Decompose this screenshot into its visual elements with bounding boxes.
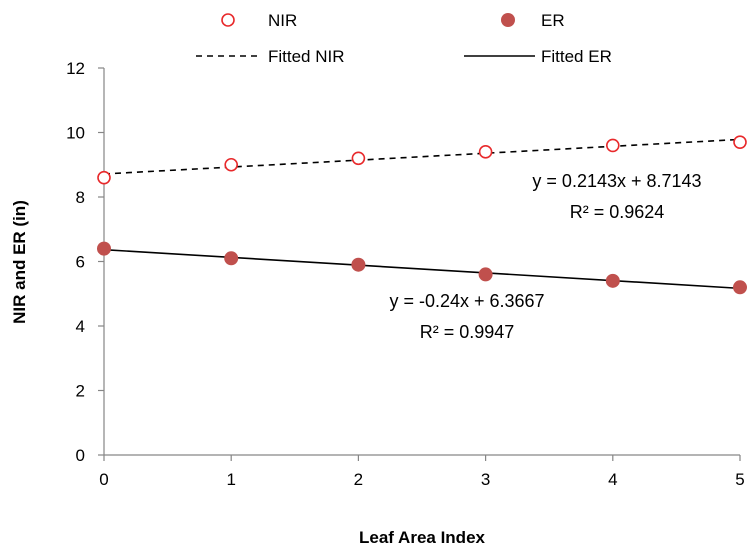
er-point bbox=[224, 251, 239, 266]
legend: NIR ER Fitted NIR Fitted ER bbox=[196, 11, 612, 66]
fit-lines bbox=[103, 138, 741, 290]
y-tick-label: 6 bbox=[76, 253, 85, 272]
x-tick-label: 3 bbox=[481, 470, 490, 489]
x-tick-label: 2 bbox=[354, 470, 363, 489]
y-tick-label: 2 bbox=[76, 382, 85, 401]
nir-point bbox=[351, 151, 366, 166]
nir-point bbox=[224, 157, 238, 172]
legend-er-marker bbox=[501, 13, 515, 27]
x-axis-title: Leaf Area Index bbox=[359, 528, 486, 547]
x-tick-label: 4 bbox=[608, 470, 617, 489]
er-point bbox=[478, 267, 493, 282]
nir-point bbox=[733, 135, 747, 149]
data-points bbox=[97, 135, 747, 295]
er-equation: y = -0.24x + 6.3667 bbox=[389, 291, 544, 311]
x-tick-label: 5 bbox=[735, 470, 744, 489]
y-tick-label: 10 bbox=[66, 124, 85, 143]
fitted-nir-line bbox=[103, 138, 741, 175]
legend-nir-marker bbox=[221, 13, 235, 27]
nir-point bbox=[97, 170, 111, 185]
er-point bbox=[351, 257, 366, 272]
nir-point bbox=[478, 145, 493, 159]
nir-r2: R² = 0.9624 bbox=[570, 202, 665, 222]
er-point bbox=[97, 241, 111, 256]
legend-nir-label: NIR bbox=[268, 11, 297, 30]
legend-fitted-nir-label: Fitted NIR bbox=[268, 47, 345, 66]
x-tick-label: 1 bbox=[226, 470, 235, 489]
fitted-er-line bbox=[103, 248, 741, 290]
nir-equation: y = 0.2143x + 8.7143 bbox=[532, 171, 701, 191]
er-r2: R² = 0.9947 bbox=[420, 322, 515, 342]
er-point bbox=[733, 280, 747, 295]
er-point bbox=[605, 273, 620, 288]
y-tick-label: 8 bbox=[76, 188, 85, 207]
x-tick-label: 0 bbox=[99, 470, 108, 489]
y-axis-title: NIR and ER (in) bbox=[10, 200, 29, 324]
legend-fitted-er-label: Fitted ER bbox=[541, 47, 612, 66]
nir-point bbox=[605, 138, 620, 153]
y-tick-label: 12 bbox=[66, 59, 85, 78]
y-tick-label: 4 bbox=[76, 317, 85, 336]
y-tick-label: 0 bbox=[76, 446, 85, 465]
legend-er-label: ER bbox=[541, 11, 565, 30]
